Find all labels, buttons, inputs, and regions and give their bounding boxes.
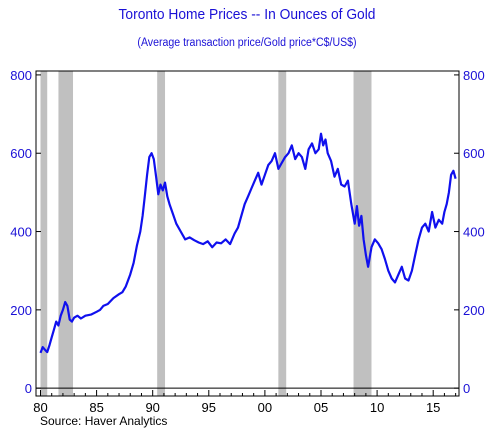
recession-bands — [40, 71, 372, 396]
recession-band-2 — [157, 71, 166, 396]
chart-subtitle: (Average transaction price/Gold price*C$… — [137, 37, 357, 49]
recession-band-3 — [278, 71, 287, 396]
y-tick-label-left: 200 — [10, 303, 32, 318]
y-tick-label-left: 800 — [10, 68, 32, 83]
series-line — [39, 132, 457, 354]
x-tick-label: 10 — [370, 400, 384, 415]
y-tick-label-right: 600 — [463, 146, 485, 161]
x-tick-label: 90 — [145, 400, 159, 415]
x-tick-label: 85 — [89, 400, 103, 415]
x-axis-ticks: 80 85 90 95 00 05 10 15 — [33, 390, 457, 415]
y-tick-label-right: 400 — [463, 225, 485, 240]
y-tick-label-left: 400 — [10, 225, 32, 240]
x-tick-label: 95 — [202, 400, 216, 415]
y-tick-label-right: 200 — [463, 303, 485, 318]
y-tick-label-left: 600 — [10, 146, 32, 161]
y-tick-label-left: 0 — [25, 381, 32, 396]
x-tick-label: 00 — [258, 400, 272, 415]
x-tick-label: 80 — [33, 400, 47, 415]
y-axis-ticks: 0 0 200 200 400 400 600 600 800 800 — [10, 68, 484, 396]
recession-band-0 — [40, 71, 48, 396]
plot-frame — [35, 70, 460, 397]
x-tick-label: 15 — [426, 400, 440, 415]
chart-title: Toronto Home Prices -- In Ounces of Gold — [118, 6, 376, 23]
recession-band-1 — [58, 71, 74, 396]
x-tick-label: 05 — [314, 400, 328, 415]
y-tick-label-right: 800 — [463, 68, 485, 83]
y-tick-label-right: 0 — [463, 381, 470, 396]
source-note: Source: Haver Analytics — [40, 414, 168, 428]
